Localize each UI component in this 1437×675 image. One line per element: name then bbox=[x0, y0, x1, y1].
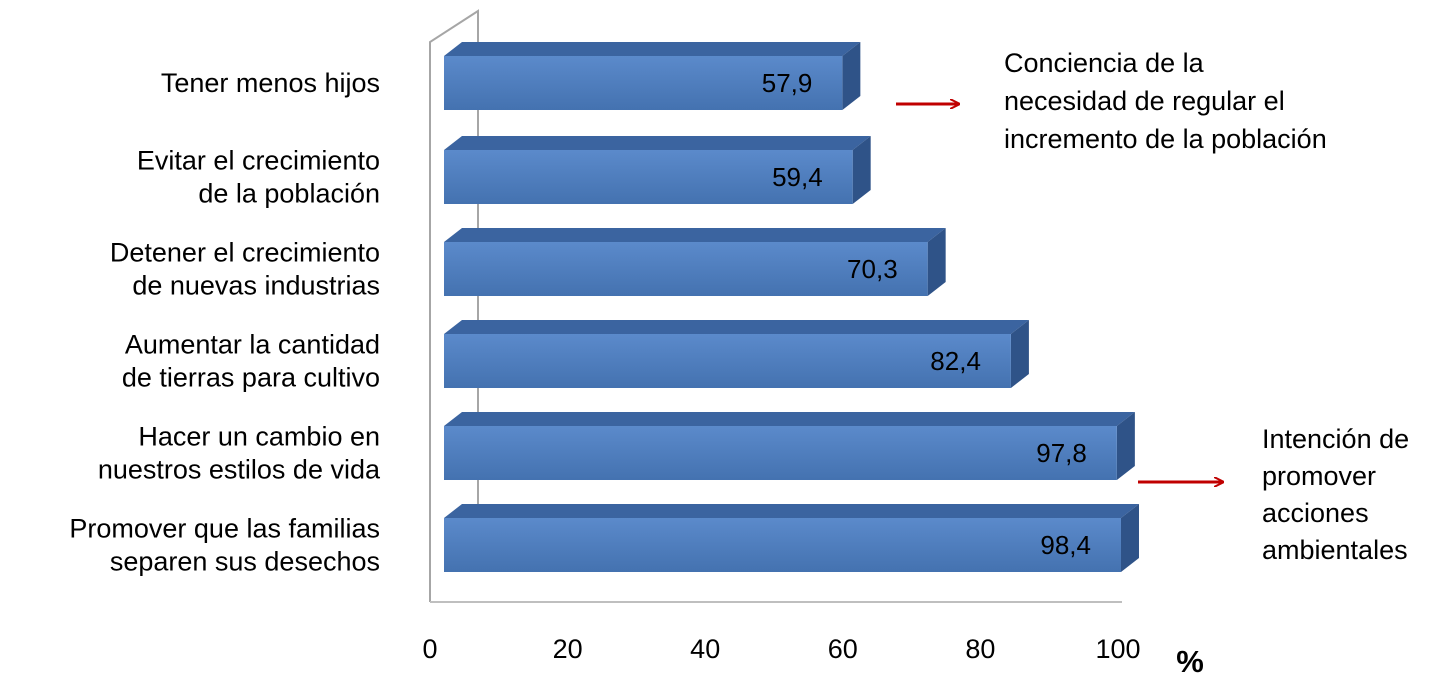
bar-top-face bbox=[444, 504, 1139, 518]
bar-top-face bbox=[444, 412, 1135, 426]
category-label: Evitar el crecimiento de la población bbox=[137, 146, 380, 209]
x-tick-label: 20 bbox=[553, 634, 583, 664]
bar-front-face bbox=[444, 56, 843, 110]
bars bbox=[444, 42, 1139, 572]
bar-value-label: 70,3 bbox=[847, 254, 898, 284]
bar-top-face bbox=[444, 136, 871, 150]
category-label: Aumentar la cantidad de tierras para cult… bbox=[122, 330, 380, 393]
bar bbox=[444, 320, 1029, 388]
x-tick-label: 0 bbox=[422, 634, 437, 664]
bar-front-face bbox=[444, 150, 853, 204]
bar-side-face bbox=[852, 136, 871, 204]
bar-value-label: 82,4 bbox=[930, 346, 981, 376]
bar bbox=[444, 504, 1139, 572]
bar-value-label: 57,9 bbox=[762, 68, 813, 98]
category-label: Hacer un cambio en nuestros estilos de vi… bbox=[98, 422, 381, 485]
annotation-text: Conciencia de la necesidad de regular el i… bbox=[1004, 48, 1327, 154]
bar-side-face bbox=[927, 228, 946, 296]
bar bbox=[444, 136, 871, 204]
category-label: Tener menos hijos bbox=[161, 68, 380, 98]
labels: 0 20 40 60 80 100 % 57,9 Tener menos hijos 59,4 Ev… bbox=[69, 68, 1203, 675]
category-label: Promover que las familias separen sus des… bbox=[69, 514, 380, 577]
bar-front-face bbox=[444, 242, 928, 296]
bar bbox=[444, 228, 946, 296]
bar bbox=[444, 412, 1135, 480]
x-tick-label: 100 bbox=[1095, 634, 1140, 664]
bar-top-face bbox=[444, 42, 861, 56]
bar-top-face bbox=[444, 320, 1029, 334]
bar-value-label: 97,8 bbox=[1036, 438, 1087, 468]
bar-side-face bbox=[1010, 320, 1029, 388]
x-unit-label: % bbox=[1176, 644, 1204, 675]
x-tick-label: 60 bbox=[828, 634, 858, 664]
category-label: Detener el crecimiento de nuevas industri… bbox=[110, 238, 380, 301]
x-tick-label: 40 bbox=[690, 634, 720, 664]
bar-front-face bbox=[444, 518, 1121, 572]
bar-front-face bbox=[444, 426, 1117, 480]
bar-top-face bbox=[444, 228, 946, 242]
annotations: Conciencia de la necesidad de regular el i… bbox=[896, 48, 1409, 565]
bar-side-face bbox=[842, 42, 861, 110]
annotation-text: Intención de promover acciones ambientales bbox=[1262, 424, 1409, 565]
bar bbox=[444, 42, 861, 110]
bar-front-face bbox=[444, 334, 1011, 388]
bar-side-face bbox=[1116, 412, 1135, 480]
bar-side-face bbox=[1120, 504, 1139, 572]
bar-value-label: 59,4 bbox=[772, 162, 823, 192]
x-tick-label: 80 bbox=[965, 634, 995, 664]
bar-value-label: 98,4 bbox=[1040, 530, 1091, 560]
